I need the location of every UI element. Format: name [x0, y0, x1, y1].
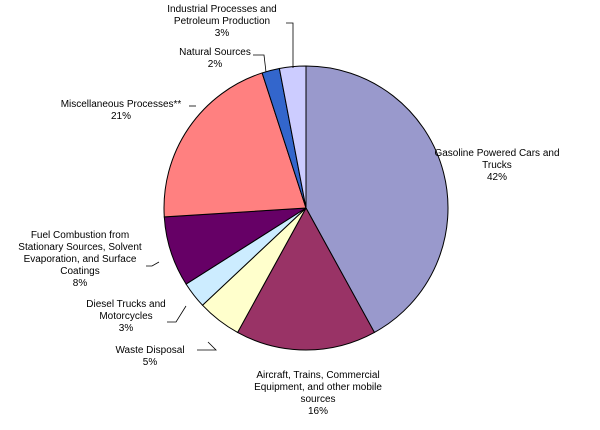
slice-value-label: 3%: [215, 28, 230, 39]
slice-label-fuel-combustion-from-stationary-sources-solvent-evaporation-and-surface-coatings: Fuel Combustion from Stationary Sources, …: [18, 230, 142, 289]
slice-label-line: Coatings: [60, 266, 99, 277]
slice-label-industrial-processes-and-petroleum-production: Industrial Processes and Petroleum Produc…: [167, 4, 277, 39]
slice-label-line: Stationary Sources, Solvent: [18, 242, 142, 253]
slice-value-label: 21%: [111, 111, 131, 122]
slice-value-label: 42%: [487, 172, 507, 183]
slice-label-line: Evaporation, and Surface: [24, 254, 137, 265]
pie-slices: [163, 65, 449, 351]
slice-label-miscellaneous-processes: Miscellaneous Processes** 21%: [61, 99, 182, 122]
slice-labels: Gasoline Powered Cars and Trucks 42% Aircra…: [18, 4, 559, 417]
slice-value-label: 8%: [73, 278, 88, 289]
slice-value-label: 16%: [308, 406, 328, 417]
leader-line-natural-sources: [253, 54, 267, 73]
leader-lines: [146, 22, 294, 351]
slice-label-waste-disposal: Waste Disposal 5%: [115, 345, 184, 368]
slice-label-line: Natural Sources: [179, 47, 251, 58]
slice-value-label: 5%: [143, 357, 158, 368]
slice-label-line: Waste Disposal: [115, 345, 184, 356]
leader-line-diesel-trucks-and-motorcycles: [167, 305, 187, 323]
slice-label-line: Equipment, and other mobile: [254, 382, 382, 393]
pie-slice-aircraft-trains-commercial-equipment-and-other-mobile-sources: [236, 206, 376, 351]
slice-label-line: Diesel Trucks and: [86, 299, 165, 310]
slice-label-line: Petroleum Production: [174, 16, 270, 27]
slice-label-line: Miscellaneous Processes**: [61, 99, 182, 110]
slice-label-line: Aircraft, Trains, Commercial: [256, 370, 379, 381]
slice-label-line: Trucks: [482, 160, 512, 171]
slice-label-gasoline-powered-cars-and-trucks: Gasoline Powered Cars and Trucks 42%: [434, 148, 559, 183]
slice-label-natural-sources: Natural Sources 2%: [179, 47, 251, 70]
slice-value-label: 2%: [208, 59, 223, 70]
slice-label-aircraft-trains-commercial-equipment-and-other-mobile-sources: Aircraft, Trains, Commercial Equipment, a…: [254, 370, 382, 417]
slice-label-line: Fuel Combustion from: [31, 230, 129, 241]
pie-slice-gasoline-powered-cars-and-trucks: [305, 65, 449, 334]
slice-label-line: Gasoline Powered Cars and: [434, 148, 559, 159]
leader-line-industrial-processes-and-petroleum-production: [286, 22, 294, 68]
slice-label-diesel-trucks-and-motorcycles: Diesel Trucks and Motorcycles 3%: [86, 299, 165, 334]
pie-slice-miscellaneous-processes: [163, 72, 307, 218]
leader-line-fuel-combustion-from-stationary-sources-solvent-evaporation-and-surface-coatings: [146, 261, 160, 267]
slice-label-line: Motorcycles: [99, 311, 152, 322]
slice-label-line: Industrial Processes and: [167, 4, 277, 15]
slice-value-label: 3%: [119, 323, 134, 334]
slice-label-line: sources: [300, 394, 335, 405]
leader-line-waste-disposal: [197, 341, 217, 351]
